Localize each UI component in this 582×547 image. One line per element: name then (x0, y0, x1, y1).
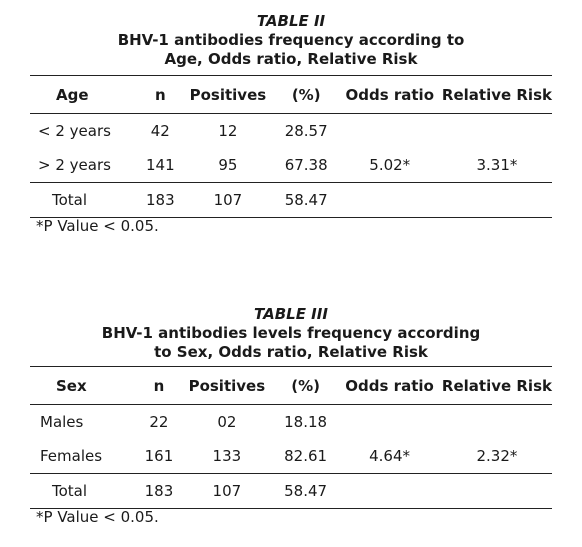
table2-header-odds: Odds ratio (345, 85, 434, 104)
table3-cell-positives: 107 (212, 482, 242, 500)
table2-row-label: < 2 years (38, 122, 111, 140)
table3-cell-rr: 2.32* (476, 447, 518, 465)
table2-cell-odds (338, 114, 442, 149)
table2-header-row: Age n Positives (%) Odds ratio Relative … (30, 75, 552, 114)
table3-cell-n: 183 (144, 482, 174, 500)
table2-row-label: > 2 years (38, 156, 111, 174)
table-row: > 2 years 141 95 67.38 5.02* 3.31* (30, 148, 552, 183)
table2-header-pct: (%) (291, 85, 321, 104)
table3-header-rr: Relative Risk (441, 376, 552, 395)
table3-cell-n: 22 (149, 413, 169, 431)
table3-row-label: Males (40, 413, 84, 431)
table3-cell-pct: 18.18 (284, 413, 328, 431)
table3-caption: TABLE III BHV-1 antibodies levels freque… (0, 305, 582, 362)
table3-caption-line2: to Sex, Odds ratio, Relative Risk (154, 343, 428, 361)
table3-header-pct: (%) (291, 376, 320, 395)
table2-cell-odds (338, 183, 442, 218)
table2-caption-title: TABLE II (256, 12, 326, 30)
table3-row-label: Total (52, 482, 88, 500)
table3-header-odds: Odds ratio (345, 376, 434, 395)
table2-caption: TABLE II BHV-1 antibodies frequency acco… (0, 12, 582, 69)
table2-header-age: Age (56, 85, 89, 104)
table3-header-n: n (153, 376, 165, 395)
table2-cell-rr (442, 183, 552, 218)
table3-cell-positives: 133 (212, 447, 242, 465)
table3-cell-pct: 58.47 (284, 482, 328, 500)
table2-caption-line1: BHV-1 antibodies frequency according to (117, 31, 465, 49)
table-row: Males 22 02 18.18 (30, 405, 552, 440)
table3-cell-n: 161 (144, 447, 174, 465)
table2-cell-positives: 95 (218, 156, 238, 174)
table2-cell-n: 42 (150, 122, 170, 140)
table-row: < 2 years 42 12 28.57 (30, 114, 552, 149)
table3-cell-rr (442, 405, 552, 440)
table3-header-sex: Sex (56, 376, 87, 395)
table2-row-label: Total (52, 191, 88, 209)
table2-footnote: *P Value < 0.05. (36, 217, 159, 235)
table3-caption-title: TABLE III (254, 305, 328, 323)
table2-header-positives: Positives (189, 85, 267, 104)
table2-cell-odds: 5.02* (369, 156, 411, 174)
table-row: Females 161 133 82.61 4.64* 2.32* (30, 439, 552, 474)
table3-footnote: *P Value < 0.05. (36, 508, 159, 526)
table2-header-rr: Relative Risk (441, 85, 552, 104)
table3-cell-pct: 82.61 (284, 447, 328, 465)
table3-cell-rr (442, 474, 552, 509)
table3-row-label: Females (40, 447, 103, 465)
table2-cell-n: 183 (146, 191, 175, 209)
table3-header-positives: Positives (188, 376, 266, 395)
table2-cell-pct: 58.47 (284, 191, 328, 209)
table2-cell-rr (442, 114, 552, 149)
table2-cell-positives: 12 (218, 122, 238, 140)
table3-cell-odds: 4.64* (369, 447, 411, 465)
table2-caption-line2: Age, Odds ratio, Relative Risk (164, 50, 418, 68)
table2-cell-pct: 67.38 (284, 156, 328, 174)
table2-cell-pct: 28.57 (284, 122, 328, 140)
table3-header-row: Sex n Positives (%) Odds ratio Relative … (30, 366, 552, 405)
table3-caption-line1: BHV-1 antibodies levels frequency accord… (101, 324, 481, 342)
table2-cell-n: 141 (146, 156, 175, 174)
table-row-total: Total 183 107 58.47 (30, 473, 552, 509)
table3-cell-positives: 02 (217, 413, 237, 431)
table3-cell-odds (337, 474, 442, 509)
table2-header-n: n (154, 85, 166, 104)
table3-cell-odds (337, 405, 442, 440)
table2: Age n Positives (%) Odds ratio Relative … (30, 75, 552, 218)
table-row-total: Total 183 107 58.47 (30, 182, 552, 218)
table3: Sex n Positives (%) Odds ratio Relative … (30, 366, 552, 509)
table2-cell-positives: 107 (213, 191, 243, 209)
table2-cell-rr: 3.31* (476, 156, 518, 174)
